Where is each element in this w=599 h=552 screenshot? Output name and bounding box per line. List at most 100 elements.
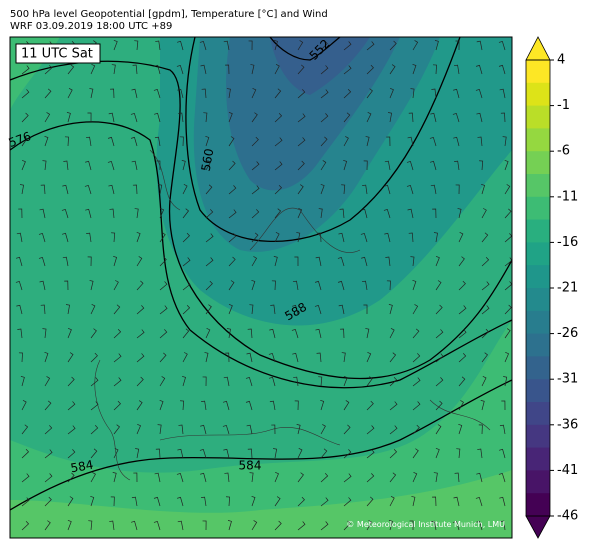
wind-barb (458, 280, 466, 291)
wind-barb (271, 424, 276, 435)
wind-barb (159, 376, 166, 387)
wind-barb (66, 112, 71, 123)
wind-barb (44, 135, 49, 147)
wind-barb (389, 376, 398, 387)
wind-barb (366, 376, 373, 387)
wind-barb (499, 424, 506, 435)
wind-barb (320, 183, 325, 195)
wind-barb (500, 112, 506, 123)
wind-barb (67, 64, 75, 75)
wind-barb (268, 352, 276, 363)
wind-barb (113, 304, 121, 315)
wind-barb (65, 304, 70, 315)
wind-barb (273, 40, 278, 51)
colorbar-band (526, 333, 550, 357)
wind-barb (89, 280, 94, 291)
wind-barb (504, 328, 511, 339)
wind-barb (90, 448, 98, 459)
wind-barb (296, 424, 301, 435)
wind-barb (159, 352, 167, 363)
wind-barb (113, 353, 122, 363)
wind-barb (87, 256, 92, 267)
wind-barb (366, 425, 375, 435)
wind-barb (316, 232, 322, 243)
colorbar-band (526, 470, 550, 494)
wind-barb (228, 233, 237, 243)
wind-barb (130, 112, 138, 123)
colorbar-tick-label: -16 (557, 235, 578, 250)
colorbar-extend-top (525, 36, 551, 61)
wind-barb (64, 280, 69, 291)
wind-barb (339, 208, 345, 219)
wind-barb (452, 112, 460, 123)
wind-barb (429, 160, 437, 171)
wind-barb (412, 471, 418, 483)
wind-barb (412, 40, 419, 51)
wind-barb (67, 401, 76, 411)
wind-barb (366, 520, 373, 531)
wind-barb (85, 136, 92, 147)
colorbar-band (526, 219, 550, 243)
wind-barbs (15, 39, 512, 531)
wind-barb (21, 65, 30, 75)
wind-barb (458, 400, 464, 411)
colorbar-tick-label: -46 (557, 509, 578, 524)
colorbar-tick-label: -21 (557, 281, 578, 296)
wind-barb (343, 41, 352, 51)
colorbar-band (526, 356, 550, 380)
wind-barb (39, 280, 46, 291)
wind-barb (343, 424, 351, 435)
wind-barb (44, 425, 53, 435)
wind-barb (412, 279, 417, 291)
wind-barb (113, 329, 122, 339)
wind-barb (412, 353, 421, 363)
wind-barb (389, 87, 394, 99)
wind-barb (320, 424, 326, 435)
wind-barb (294, 400, 299, 411)
wind-barb (205, 135, 210, 147)
wind-barb (21, 520, 30, 531)
wind-barb (456, 448, 461, 459)
wind-barb (274, 184, 283, 195)
contour-label: 584 (69, 458, 94, 476)
wind-barb (363, 160, 368, 171)
wind-barb (134, 40, 139, 51)
colorbar-band (526, 60, 550, 84)
wind-barb (410, 88, 415, 99)
wind-barb (85, 160, 92, 171)
wind-barb (343, 65, 352, 75)
wind-barb (251, 88, 257, 99)
wind-barb (457, 208, 462, 219)
wind-barb (476, 520, 483, 531)
wind-barb (343, 160, 348, 171)
wind-barb (84, 184, 92, 195)
wind-barb (203, 112, 208, 123)
wind-barb (433, 472, 438, 483)
wind-barb (385, 256, 391, 267)
wind-barb (384, 232, 391, 243)
wind-barb (136, 353, 145, 363)
wind-barb (343, 520, 351, 531)
wind-barb (202, 376, 207, 387)
wind-barb (248, 40, 253, 51)
wind-barb (339, 328, 345, 339)
wind-barb (251, 495, 256, 507)
wind-barb (205, 233, 214, 243)
wind-barb (155, 448, 161, 459)
wind-barb (21, 424, 29, 435)
wind-barb (366, 88, 373, 99)
wind-barb (389, 496, 395, 507)
colorbar-tick-label: 4 (557, 53, 565, 68)
wind-barb (227, 520, 232, 531)
subtitle: WRF 03.09.2019 18:00 UTC +89 (10, 21, 172, 32)
wind-barb (246, 424, 253, 435)
wind-barb (410, 256, 415, 267)
wind-barb (202, 520, 207, 531)
wind-barb (182, 352, 188, 363)
temperature-field (10, 320, 512, 538)
wind-barb (318, 208, 323, 219)
wind-barb (274, 161, 283, 171)
wind-barb (498, 40, 506, 51)
wind-barb (269, 328, 276, 339)
wind-barb (274, 232, 280, 243)
